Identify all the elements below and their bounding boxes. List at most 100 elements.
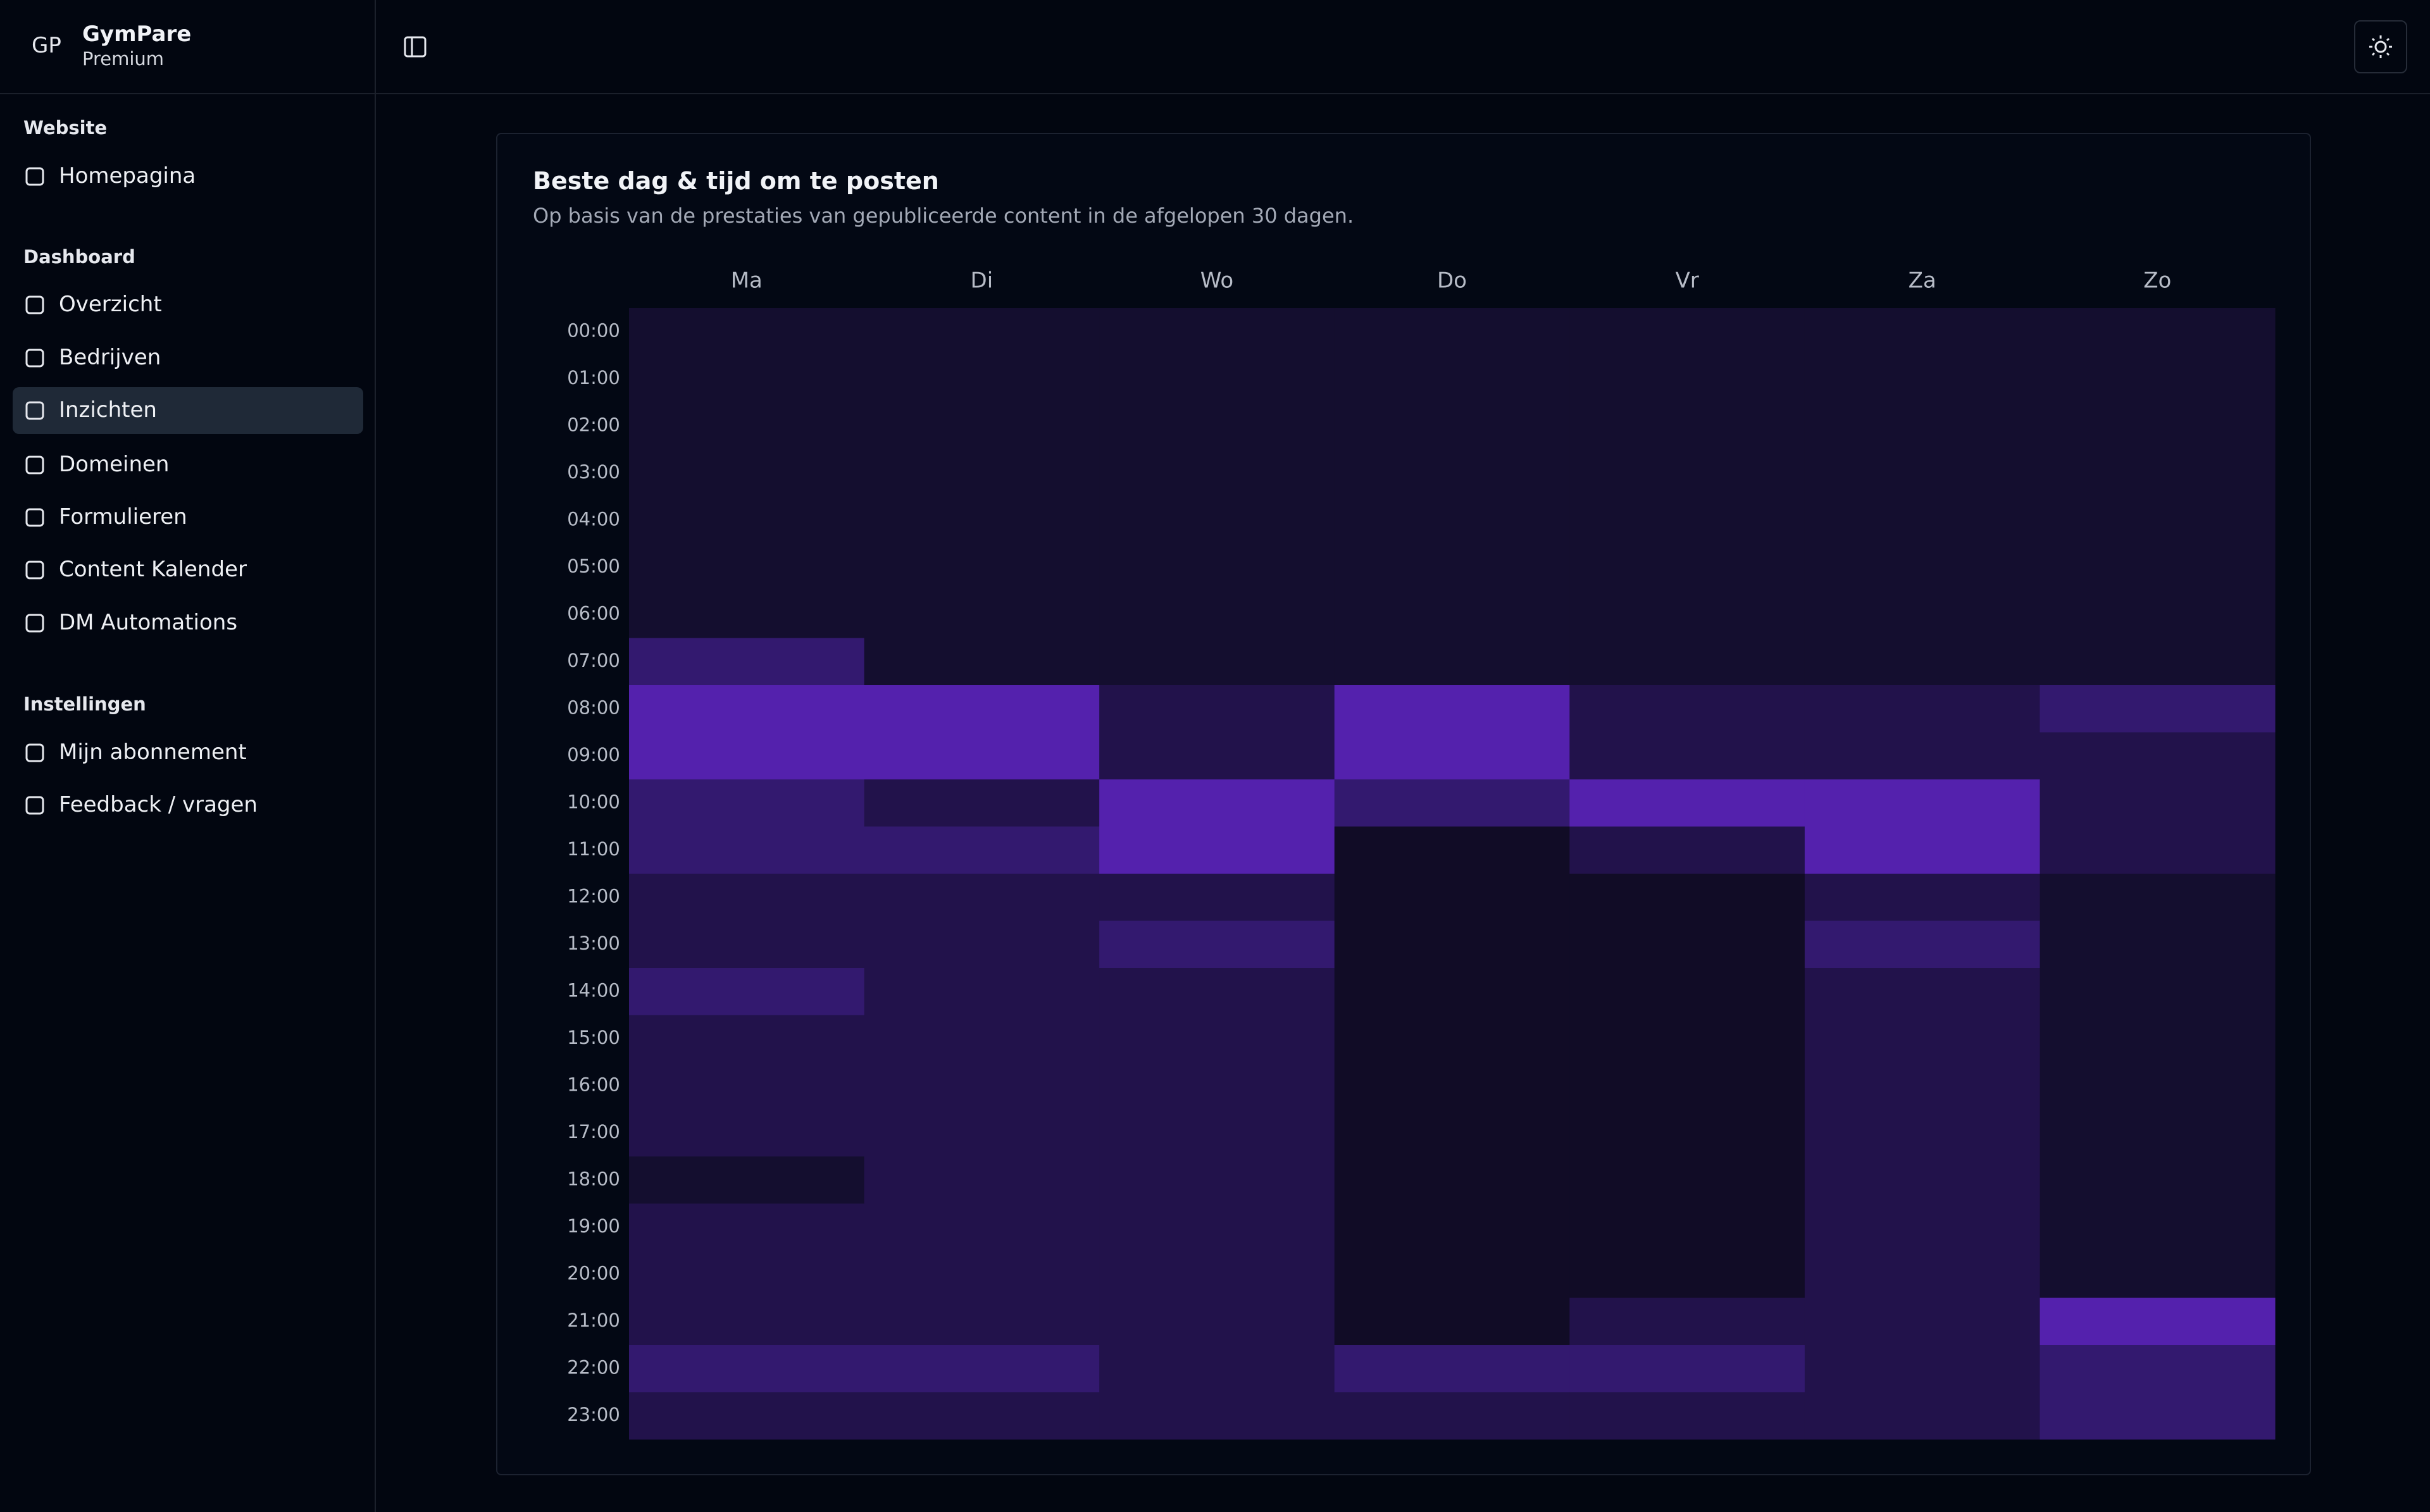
- nav-icon: [25, 743, 44, 762]
- heat-cell: [864, 779, 1100, 827]
- nav-icon: [25, 614, 44, 633]
- y-tick-label: 20:00: [567, 1262, 620, 1284]
- heat-cell: [1099, 402, 1335, 450]
- heat-cell: [864, 1015, 1100, 1063]
- heat-cell: [1099, 591, 1335, 638]
- avatar: GP: [32, 33, 61, 58]
- heat-cell: [1569, 1062, 1805, 1110]
- heat-cell: [1804, 1251, 2040, 1298]
- y-tick-label: 19:00: [567, 1215, 620, 1237]
- heat-cell: [629, 779, 865, 827]
- topbar: [376, 0, 2430, 94]
- nav-icon: [25, 167, 44, 186]
- heat-cell: [1334, 1298, 1570, 1346]
- heat-cell: [864, 920, 1100, 969]
- nav-item[interactable]: Content Kalender: [59, 557, 247, 582]
- y-tick-label: 11:00: [567, 838, 620, 860]
- nav-icon: [25, 561, 44, 579]
- y-tick-label: 14:00: [567, 979, 620, 1001]
- heat-cell: [1804, 1298, 2040, 1346]
- heat-cell: [1804, 402, 2040, 450]
- heat-cell: [1569, 355, 1805, 403]
- y-tick-label: 23:00: [567, 1404, 620, 1425]
- heat-cell: [1334, 1015, 1570, 1063]
- heat-cell: [1334, 449, 1570, 497]
- heat-cell: [629, 449, 865, 497]
- y-tick-label: 21:00: [567, 1310, 620, 1331]
- x-tick-label: Do: [1437, 268, 1467, 294]
- heat-cell: [2040, 355, 2276, 403]
- sidebar: [0, 0, 376, 1512]
- nav-item[interactable]: Overzicht: [59, 292, 162, 317]
- y-tick-label: 16:00: [567, 1074, 620, 1095]
- nav-item[interactable]: Domeinen: [59, 452, 170, 477]
- nav-item[interactable]: Inzichten: [59, 397, 157, 423]
- x-tick-label: Ma: [731, 268, 763, 294]
- heat-cell: [2040, 685, 2276, 733]
- heat-cell: [629, 355, 865, 403]
- heat-cell: [1569, 308, 1805, 356]
- nav-item[interactable]: Bedrijven: [59, 345, 161, 370]
- heat-cell: [1099, 543, 1335, 592]
- heat-cell: [1334, 1392, 1570, 1440]
- heat-cell: [629, 402, 865, 450]
- heat-cell: [1804, 543, 2040, 592]
- heat-cell: [864, 968, 1100, 1015]
- heat-cell: [1099, 497, 1335, 544]
- heat-cell: [864, 874, 1100, 921]
- heat-cell: [1334, 355, 1570, 403]
- heat-cell: [864, 732, 1100, 780]
- heat-cell: [1569, 920, 1805, 969]
- card-title: Beste dag & tijd om te posten: [533, 167, 939, 195]
- sidebar-toggle[interactable]: [404, 35, 427, 58]
- icon-shape: [25, 561, 44, 579]
- nav-icon: [25, 401, 44, 420]
- heat-cell: [864, 1062, 1100, 1110]
- heat-cell: [629, 1298, 865, 1346]
- heat-cell: [864, 591, 1100, 638]
- heat-cell: [1099, 1156, 1335, 1204]
- heat-cell: [1099, 1109, 1335, 1157]
- heat-cell: [2040, 1203, 2276, 1251]
- nav-item[interactable]: Homepagina: [59, 163, 196, 189]
- heat-cell: [629, 1345, 865, 1392]
- heat-cell: [1099, 1345, 1335, 1392]
- heat-cell: [1334, 1203, 1570, 1251]
- nav-item[interactable]: Feedback / vragen: [59, 792, 258, 817]
- heat-cell: [629, 1203, 865, 1251]
- icon-shape: [25, 455, 44, 474]
- heat-cell: [1569, 968, 1805, 1015]
- heat-cell: [629, 1392, 865, 1440]
- heat-cell: [2040, 543, 2276, 592]
- x-tick-label: Zo: [2143, 268, 2171, 294]
- heat-cell: [2040, 874, 2276, 921]
- theme-toggle[interactable]: [2354, 20, 2407, 73]
- heat-cell: [2040, 1015, 2276, 1063]
- heat-cell: [629, 497, 865, 544]
- nav-item[interactable]: DM Automations: [59, 610, 238, 635]
- heat-cell: [1099, 685, 1335, 733]
- heat-cell: [1569, 1345, 1805, 1392]
- nav-item[interactable]: Mijn abonnement: [59, 740, 247, 765]
- heat-cell: [629, 1015, 865, 1063]
- heat-cell: [1334, 402, 1570, 450]
- heat-cell: [1334, 543, 1570, 592]
- heat-cell: [1804, 497, 2040, 544]
- heat-cell: [629, 1251, 865, 1298]
- heat-cell: [1804, 779, 2040, 827]
- heat-cell: [1099, 732, 1335, 780]
- heat-cell: [629, 638, 865, 686]
- x-tick-label: Za: [1909, 268, 1936, 294]
- heat-cell: [2040, 1156, 2276, 1204]
- heat-cell: [1099, 1298, 1335, 1346]
- icon-shape: [25, 796, 44, 815]
- heat-cell: [864, 497, 1100, 544]
- heat-cell: [1334, 920, 1570, 969]
- heat-cell: [1334, 779, 1570, 827]
- heat-cell: [1804, 732, 2040, 780]
- section-title: Instellingen: [23, 693, 146, 715]
- heat-cell: [2040, 1298, 2276, 1346]
- nav-item[interactable]: Formulieren: [59, 504, 187, 530]
- heat-cell: [864, 355, 1100, 403]
